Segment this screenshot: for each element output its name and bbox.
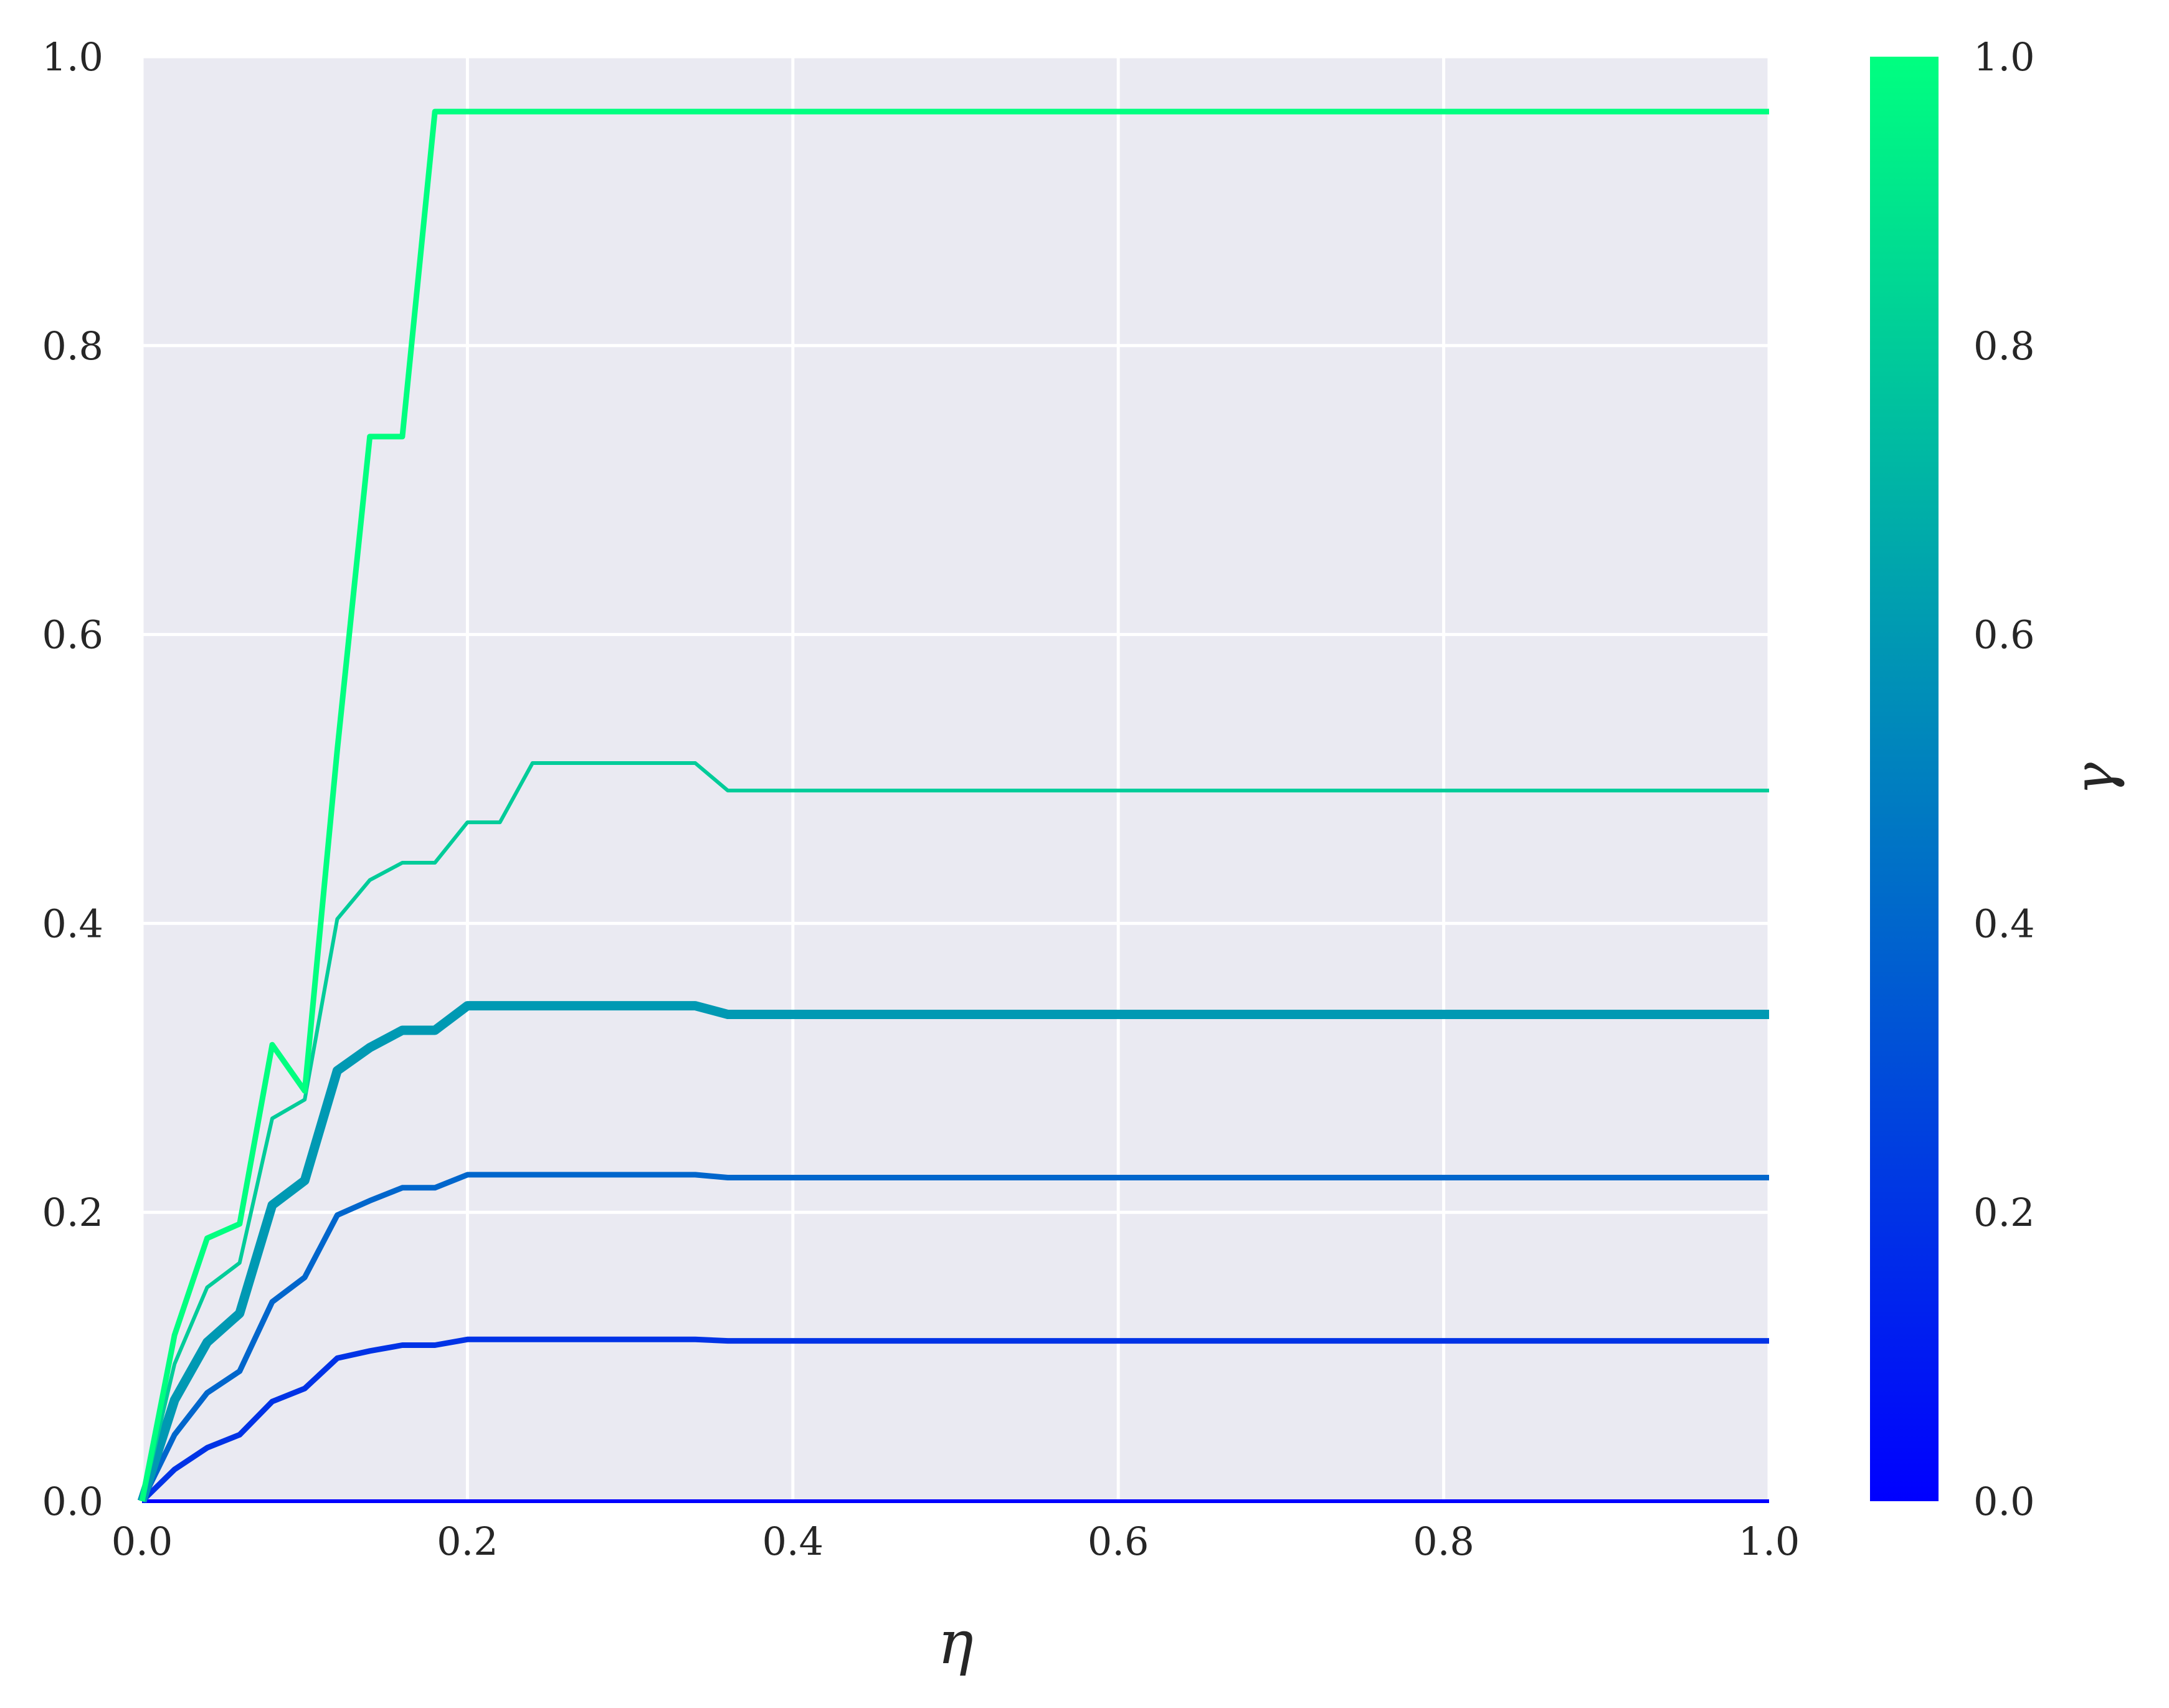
y-tick-label: 0.4: [42, 901, 103, 946]
colorbar-tick-label: 0.0: [1973, 1479, 2035, 1524]
x-tick-label: 1.0: [1739, 1519, 1800, 1564]
x-tick-labels: 0.0 0.2 0.4 0.6 0.8 1.0: [112, 1519, 1800, 1564]
colorbar-tick-label: 0.2: [1973, 1190, 2035, 1235]
y-tick-labels: 0.0 0.2 0.4 0.6 0.8 1.0: [42, 34, 103, 1524]
y-tick-label: 0.2: [42, 1190, 103, 1235]
series-lines: [137, 108, 1769, 1504]
y-tick-label: 0.6: [42, 612, 103, 658]
colorbar-tick-label: 0.8: [1973, 323, 2035, 369]
y-tick-label: 0.8: [42, 323, 103, 369]
x-tick-label: 0.6: [1088, 1519, 1149, 1564]
series-line-gamma-0.6: [137, 1001, 1769, 1503]
colorbar-tick-label: 1.0: [1973, 34, 2035, 80]
series-line-gamma-1: [139, 108, 1769, 1502]
x-tick-label: 0.4: [762, 1519, 823, 1564]
x-axis-label: η: [937, 1608, 974, 1677]
x-tick-label: 0.2: [437, 1519, 498, 1564]
series-line-gamma-0.8: [140, 761, 1769, 1502]
y-tick-label: 1.0: [42, 34, 103, 80]
colorbar-tick-labels: 0.0 0.2 0.4 0.6 0.8 1.0: [1973, 34, 2035, 1524]
series-line-gamma-0.2: [140, 1336, 1769, 1504]
colorbar-tick-label: 0.4: [1973, 901, 2035, 946]
plot-area: [142, 57, 1769, 1501]
y-tick-label: 0.0: [42, 1479, 103, 1524]
colorbar-tick-label: 0.6: [1973, 612, 2035, 658]
x-tick-label: 0.0: [112, 1519, 173, 1564]
colorbar: [1870, 57, 1939, 1501]
series-line-gamma-0.4: [139, 1172, 1769, 1502]
x-tick-label: 0.8: [1413, 1519, 1474, 1564]
colorbar-label: γ: [2062, 762, 2126, 795]
